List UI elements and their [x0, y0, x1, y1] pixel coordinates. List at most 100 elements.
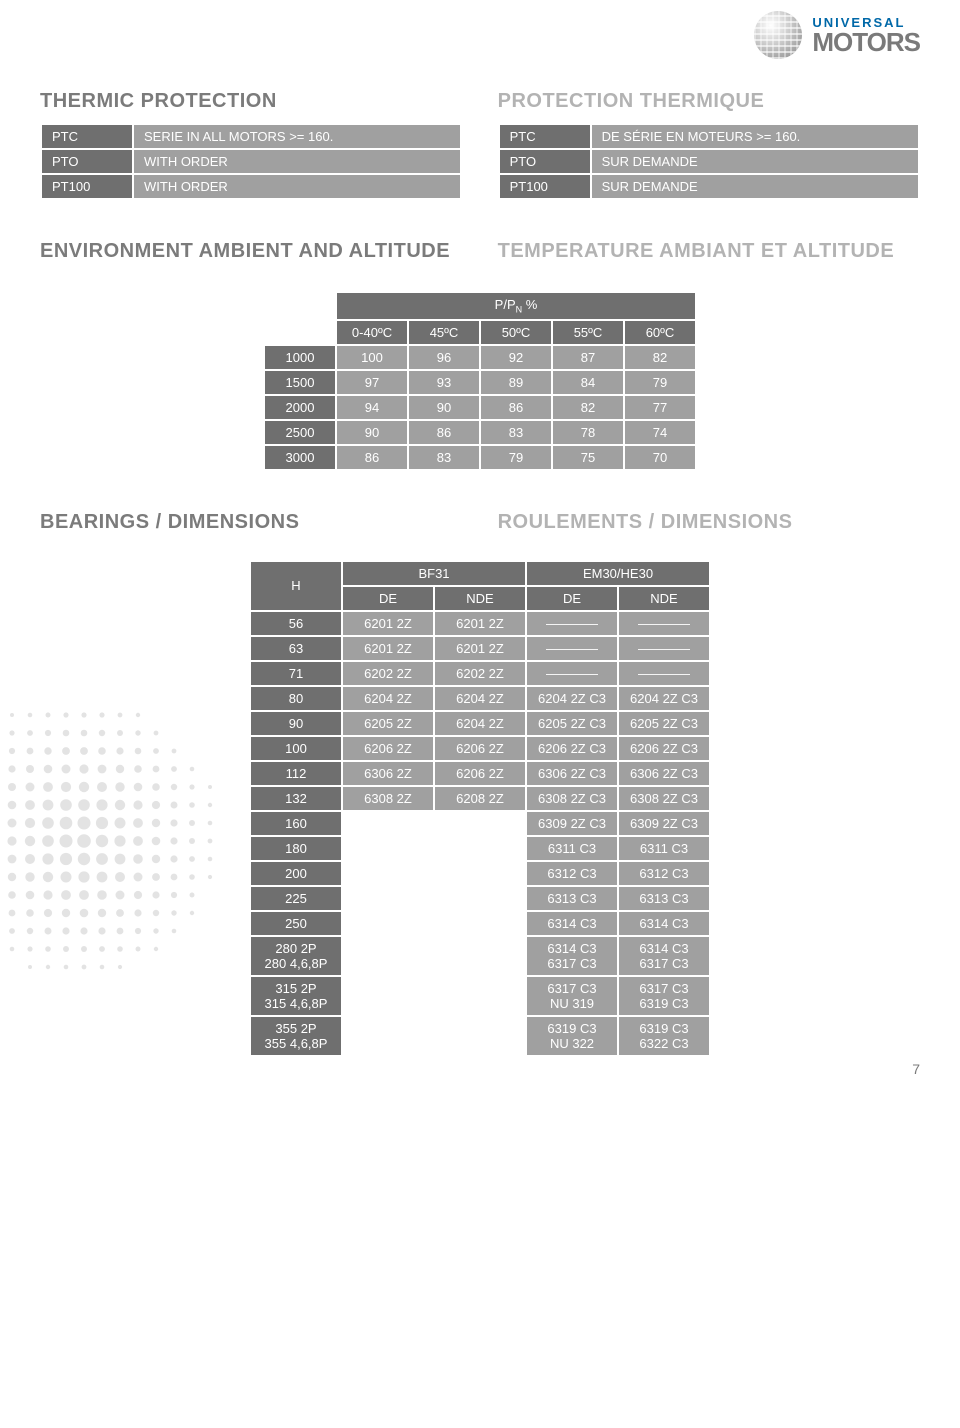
table-row: 1326308 2Z6208 2Z6308 2Z C36308 2Z C3 — [251, 787, 709, 810]
bearings-row-header: 225 — [251, 887, 341, 910]
ppn-cell: 87 — [553, 346, 623, 369]
bearings-cell: 6308 2Z C3 — [527, 787, 617, 810]
table-row: 15009793898479 — [265, 371, 695, 394]
table-row: 906205 2Z6204 2Z6205 2Z C36205 2Z C3 — [251, 712, 709, 735]
bearings-cell: 6204 2Z C3 — [527, 687, 617, 710]
table-row: 716202 2Z6202 2Z———————— — [251, 662, 709, 685]
ppn-cell: 84 — [553, 371, 623, 394]
bearings-cell: 6204 2Z — [343, 687, 433, 710]
ppn-row-header: 2500 — [265, 421, 335, 444]
table-row: PTOWITH ORDER — [42, 150, 460, 173]
bearings-title-right: ROULEMENTS / DIMENSIONS — [498, 511, 920, 534]
bearings-cell: 6201 2Z — [343, 637, 433, 660]
ppn-cell: 96 — [409, 346, 479, 369]
bearings-row-header: 160 — [251, 812, 341, 835]
bearings-empty-cell — [435, 977, 525, 1015]
bearings-row-header: 112 — [251, 762, 341, 785]
thermic-table-left: PTCSERIE IN ALL MOTORS >= 160. PTOWITH O… — [40, 123, 462, 200]
table-row: 2506314 C36314 C3 — [251, 912, 709, 935]
bearings-cell: 6319 C36322 C3 — [619, 1017, 709, 1055]
table-row: 636201 2Z6201 2Z———————— — [251, 637, 709, 660]
table-row: PTOSUR DEMANDE — [500, 150, 918, 173]
bearings-empty-cell — [343, 812, 433, 835]
ppn-cell: 79 — [481, 446, 551, 469]
ppn-cell: 83 — [409, 446, 479, 469]
bearings-row-header: 250 — [251, 912, 341, 935]
bearings-cell: 6201 2Z — [435, 612, 525, 635]
bearings-cell: 6313 C3 — [527, 887, 617, 910]
bearings-section: BEARINGS / DIMENSIONS ROULEMENTS / DIMEN… — [40, 511, 920, 544]
ppn-row-header: 1500 — [265, 371, 335, 394]
table-row: 280 2P280 4,6,8P6314 C36317 C36314 C3631… — [251, 937, 709, 975]
bearings-group-header: BF31 — [343, 562, 525, 585]
bearings-cell: 6204 2Z — [435, 712, 525, 735]
bearings-cell: 6204 2Z C3 — [619, 687, 709, 710]
ppn-derating-table: P/PN %0-40ºC45ºC50ºC55ºC60ºC100010096928… — [263, 291, 697, 471]
bearings-row-header: 200 — [251, 862, 341, 885]
thermic-val: SUR DEMANDE — [592, 150, 918, 173]
bearings-cell: 6206 2Z C3 — [619, 737, 709, 760]
ppn-cell: 82 — [553, 396, 623, 419]
brand-logo: UNIVERSAL MOTORS — [40, 0, 920, 60]
ppn-cell: 97 — [337, 371, 407, 394]
ppn-row-header: 2000 — [265, 396, 335, 419]
bearings-cell: ———— — [527, 662, 617, 685]
bearings-cell: 6206 2Z — [435, 737, 525, 760]
table-row: 30008683797570 — [265, 446, 695, 469]
ppn-cell: 77 — [625, 396, 695, 419]
bearings-cell: 6204 2Z — [435, 687, 525, 710]
bearings-row-header: 132 — [251, 787, 341, 810]
bearings-cell: 6201 2Z — [343, 612, 433, 635]
thermic-section: THERMIC PROTECTION PTCSERIE IN ALL MOTOR… — [40, 90, 920, 200]
bearings-cell: 6308 2Z — [343, 787, 433, 810]
bearings-title-left: BEARINGS / DIMENSIONS — [40, 511, 462, 534]
bearings-cell: ———— — [527, 637, 617, 660]
bearings-cell: 6206 2Z C3 — [527, 737, 617, 760]
table-row: 100010096928782 — [265, 346, 695, 369]
ppn-row-header: 3000 — [265, 446, 335, 469]
table-row: PT100WITH ORDER — [42, 175, 460, 198]
logo-line-motors: MOTORS — [812, 29, 920, 55]
bearings-empty-cell — [343, 1017, 433, 1055]
table-row: 1006206 2Z6206 2Z6206 2Z C36206 2Z C3 — [251, 737, 709, 760]
bearings-row-header: 71 — [251, 662, 341, 685]
bearings-row-header: 90 — [251, 712, 341, 735]
bearings-cell: 6312 C3 — [619, 862, 709, 885]
table-row: 315 2P315 4,6,8P6317 C3NU 3196317 C36319… — [251, 977, 709, 1015]
bearings-empty-cell — [435, 887, 525, 910]
bearings-empty-cell — [435, 862, 525, 885]
ppn-col-header: 60ºC — [625, 321, 695, 344]
table-row: 1606309 2Z C36309 2Z C3 — [251, 812, 709, 835]
bearings-empty-cell — [435, 812, 525, 835]
bearings-cell: 6317 C36319 C3 — [619, 977, 709, 1015]
bearings-h-header: H — [251, 562, 341, 610]
bearings-cell: 6306 2Z C3 — [527, 762, 617, 785]
bearings-row-header: 180 — [251, 837, 341, 860]
table-row: 25009086837874 — [265, 421, 695, 444]
bearings-cell: ———— — [619, 662, 709, 685]
bearings-empty-cell — [435, 1017, 525, 1055]
ppn-row-header: 1000 — [265, 346, 335, 369]
thermic-title-right: PROTECTION THERMIQUE — [498, 90, 920, 113]
thermic-key: PT100 — [500, 175, 590, 198]
bearings-sub-header: NDE — [435, 587, 525, 610]
bearings-row-header: 315 2P315 4,6,8P — [251, 977, 341, 1015]
thermic-key: PTC — [42, 125, 132, 148]
ppn-title: P/PN % — [337, 293, 695, 319]
bearings-cell: 6202 2Z — [343, 662, 433, 685]
table-row: 2006312 C36312 C3 — [251, 862, 709, 885]
bearings-cell: 6311 C3 — [527, 837, 617, 860]
thermic-val: WITH ORDER — [134, 175, 460, 198]
thermic-val: WITH ORDER — [134, 150, 460, 173]
bearings-table: HBF31EM30/HE30DENDEDENDE566201 2Z6201 2Z… — [249, 560, 711, 1057]
ppn-cell: 75 — [553, 446, 623, 469]
ppn-cell: 79 — [625, 371, 695, 394]
bearings-cell: 6208 2Z — [435, 787, 525, 810]
ppn-cell: 74 — [625, 421, 695, 444]
thermic-key: PT100 — [42, 175, 132, 198]
bearings-empty-cell — [343, 862, 433, 885]
bearings-cell: 6201 2Z — [435, 637, 525, 660]
bearings-cell: 6206 2Z — [343, 737, 433, 760]
bearings-empty-cell — [343, 887, 433, 910]
table-row: PTCSERIE IN ALL MOTORS >= 160. — [42, 125, 460, 148]
